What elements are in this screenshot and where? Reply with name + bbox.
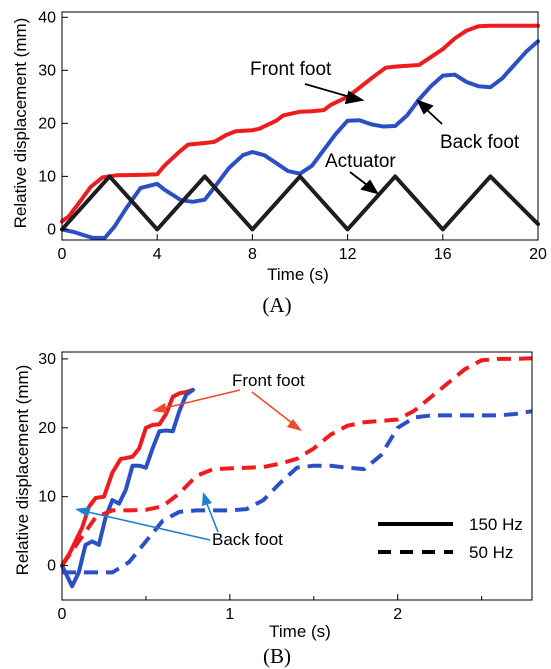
y-tick-label: 0: [47, 558, 56, 575]
panel-a-series-layer: [60, 23, 540, 240]
y-tick-label: 10: [38, 168, 56, 185]
y-tick-label: 30: [38, 351, 56, 368]
x-tick-label: 0: [58, 606, 67, 623]
arrow-back-foot-b-1: [87, 511, 211, 541]
x-tick-label: 0: [58, 246, 67, 263]
annotation-back-foot-a: Back foot: [440, 132, 520, 153]
x-tick-label: 1: [225, 606, 234, 623]
annotation-arrows-b: [75, 389, 302, 541]
x-tick-label: 12: [339, 246, 357, 263]
panel-a-label: (A): [262, 293, 291, 317]
y-tick-label: 30: [38, 62, 56, 79]
series-line-b-3: [62, 409, 533, 575]
arrowhead-front-foot-b-2: [287, 419, 302, 431]
arrowhead-front-foot-b-1: [152, 403, 167, 413]
panel-a-x-axis-label: Time (s): [267, 265, 329, 284]
x-tick-label: 4: [153, 246, 162, 263]
arrow-front-foot-a: [304, 83, 351, 98]
series-line-b-1: [60, 387, 195, 589]
arrow-back-foot-b-2: [206, 503, 219, 533]
panel-b-plot-frame: [61, 351, 533, 601]
panel-a-y-ticks: 0 10 20 30 40: [38, 9, 68, 238]
panel-b-label: (B): [263, 644, 291, 668]
arrowhead-front-foot-a: [344, 90, 365, 105]
arrowhead-back-foot-b-2: [202, 492, 212, 506]
panel-b-y-ticks: 0 10 20 30: [38, 351, 68, 575]
series-line-a-0: [60, 23, 540, 224]
annotation-actuator: Actuator: [325, 151, 396, 172]
panel-a-x-ticks: 0 4 8 12 16 20: [58, 234, 547, 263]
x-tick-label: 16: [434, 246, 452, 263]
panel-b-series-layer: [60, 356, 533, 589]
y-tick-label: 10: [38, 489, 56, 506]
y-tick-label: 20: [38, 115, 56, 132]
annotation-front-foot-b: Front foot: [232, 371, 305, 390]
series-line-a-1: [60, 39, 540, 240]
legend-label-50hz: 50 Hz: [469, 543, 513, 562]
annotation-arrows-a: [304, 83, 443, 195]
legend: 150 Hz 50 Hz: [378, 515, 523, 562]
annotation-back-foot-b: Back foot: [212, 530, 283, 549]
x-tick-label: 20: [529, 246, 547, 263]
arrow-back-foot-a: [426, 109, 443, 125]
arrowhead-back-foot-a: [416, 99, 434, 115]
panel-b-x-axis-label: Time (s): [269, 622, 331, 641]
panel-a-chart: 0 4 8 12 16 20 0 10 20 30 40 Time (s) Relative di…: [11, 9, 547, 317]
panel-b-y-axis-label: Relative displacement (mm): [13, 365, 32, 576]
series-line-a-2: [60, 174, 540, 232]
panel-a-plot-frame: [61, 11, 539, 241]
panel-a-y-axis-label: Relative displacement (mm): [11, 18, 30, 229]
y-tick-label: 0: [47, 221, 56, 238]
arrow-actuator: [349, 171, 368, 186]
arrowhead-actuator: [360, 179, 379, 195]
panel-b-chart: 0 1 2 0 10 20 30 Time (s) Relative displaceme…: [13, 351, 533, 668]
x-tick-label: 2: [393, 606, 402, 623]
x-tick-label: 8: [248, 246, 257, 263]
arrow-front-foot-b-1: [164, 389, 241, 409]
arrow-front-foot-b-2: [251, 391, 293, 424]
y-tick-label: 40: [38, 9, 56, 26]
y-tick-label: 20: [38, 420, 56, 437]
annotation-front-foot-a: Front foot: [250, 59, 332, 80]
series-line-b-0: [60, 387, 195, 568]
arrowhead-back-foot-b-1: [75, 507, 90, 517]
series-line-b-2: [60, 356, 533, 567]
panel-b-x-ticks: 0 1 2: [58, 594, 483, 623]
legend-label-150hz: 150 Hz: [469, 515, 523, 534]
